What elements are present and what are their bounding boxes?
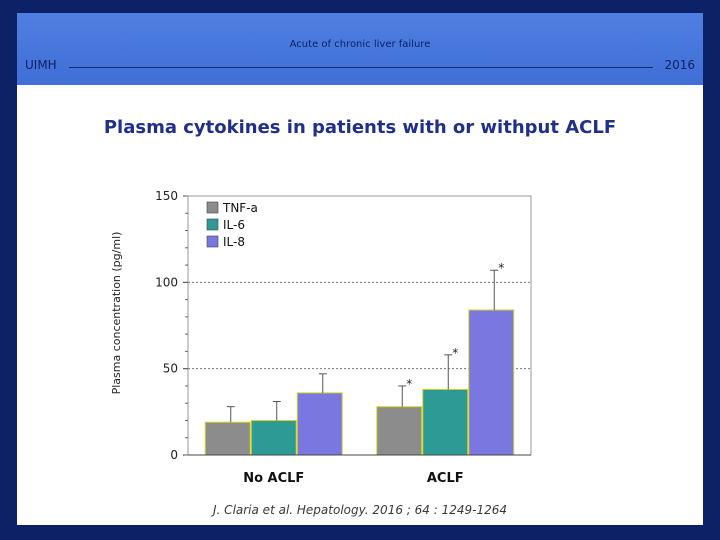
legend-swatch xyxy=(206,201,219,214)
header-rule xyxy=(69,67,653,68)
x-category-label: ACLF xyxy=(427,471,464,486)
bar-il-8-no-aclf xyxy=(296,392,343,456)
bar-il-6-no-aclf xyxy=(250,419,297,456)
y-axis-label: Plasma concentration (pg/ml) xyxy=(110,232,123,395)
legend-label: IL-6 xyxy=(223,218,245,232)
bar-layer: * * * xyxy=(204,261,515,456)
header-organization: UIMH xyxy=(25,58,57,72)
significance-marker: * xyxy=(498,261,504,275)
slide-header: Acute of chronic liver failure UIMH 2016 xyxy=(17,13,703,85)
legend-swatch xyxy=(206,218,219,231)
legend-label: TNF-a xyxy=(222,201,258,215)
bar-tnf-a-aclf xyxy=(376,406,423,456)
bar-il-6-aclf xyxy=(422,388,469,456)
bar-il-8-aclf xyxy=(468,309,515,456)
significance-marker: * xyxy=(406,377,412,391)
header-topic: Acute of chronic liver failure xyxy=(289,39,431,50)
slide: Acute of chronic liver failure UIMH 2016… xyxy=(17,13,703,525)
y-tick-label: 150 xyxy=(155,189,178,203)
significance-marker: * xyxy=(452,346,458,360)
legend-swatch xyxy=(206,235,219,248)
cytokine-bar-chart: * * * 0 50 100 150 No ACLF ACLF TNF-a IL-6 IL-8 P… xyxy=(110,189,532,486)
slide-title: Plasma cytokines in patients with or wit… xyxy=(103,117,617,138)
y-tick-label: 0 xyxy=(170,448,178,462)
x-category-label: No ACLF xyxy=(243,471,304,486)
axis-layer: 0 50 100 150 No ACLF ACLF xyxy=(155,189,532,486)
legend-label: IL-8 xyxy=(223,235,245,249)
bar-tnf-a-no-aclf xyxy=(204,421,251,456)
legend: TNF-a IL-6 IL-8 xyxy=(206,201,258,249)
header-year: 2016 xyxy=(664,58,695,72)
y-tick-label: 50 xyxy=(163,362,178,376)
y-tick-label: 100 xyxy=(155,275,178,289)
citation: J. Claria et al. Hepatology. 2016 ; 64 :… xyxy=(213,503,507,517)
